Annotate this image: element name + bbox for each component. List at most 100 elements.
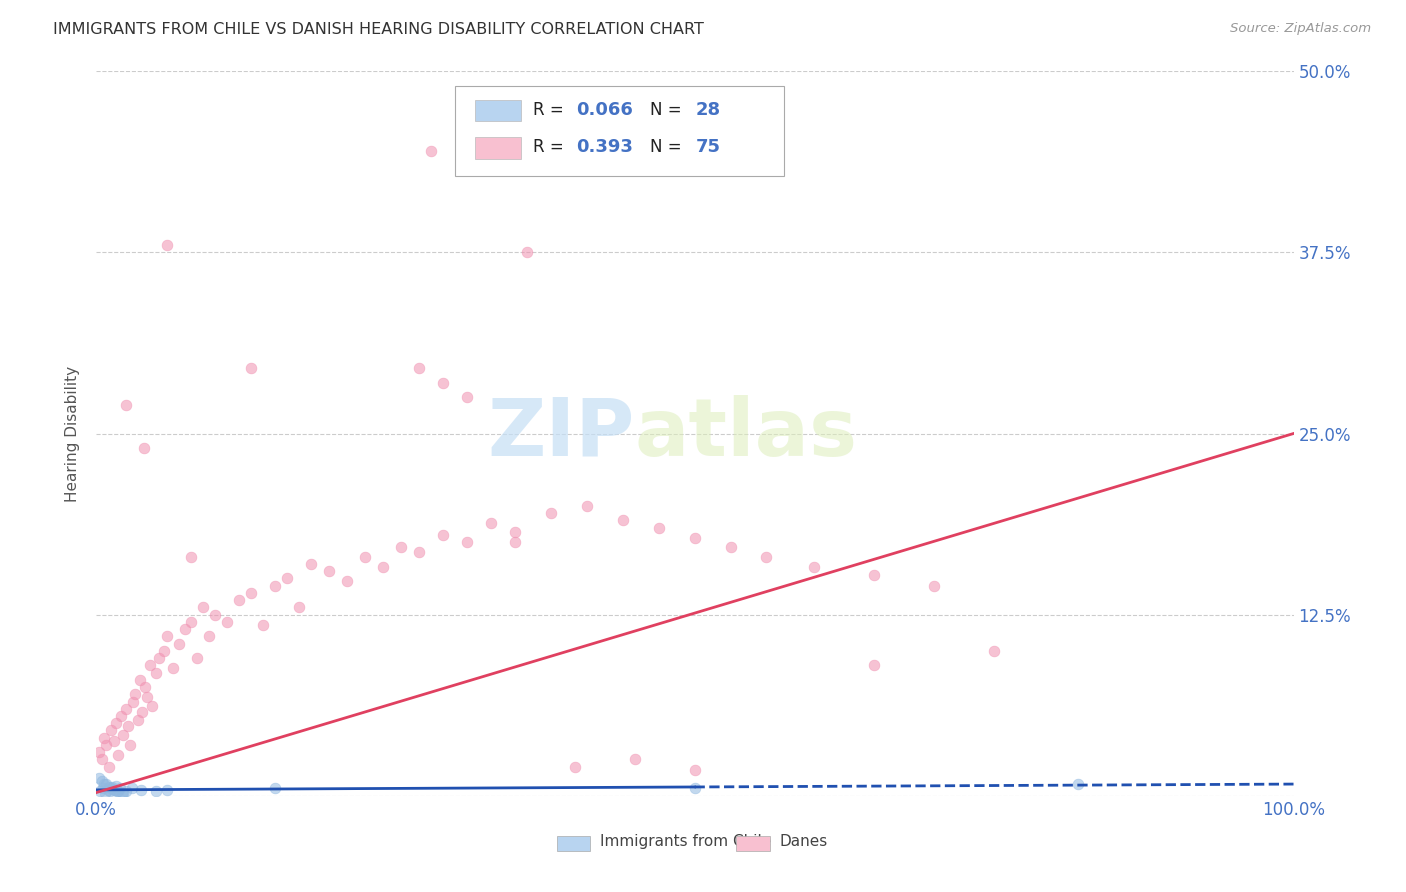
Point (162, 661, 184, 675)
Point (336, 574, 359, 589)
Point (107, 784, 129, 798)
Text: ZIP: ZIP (488, 394, 634, 473)
Point (90, 774, 112, 789)
Point (114, 784, 136, 798)
Point (252, 617, 274, 632)
Point (276, 571, 298, 585)
Point (114, 702, 136, 716)
Point (103, 783, 125, 797)
Point (288, 600, 311, 615)
Point (104, 779, 127, 793)
Point (97, 760, 120, 774)
Point (104, 716, 127, 731)
FancyBboxPatch shape (475, 100, 520, 121)
Point (371, 559, 394, 574)
Point (408, 361, 430, 376)
Text: R =: R = (533, 101, 569, 119)
Point (138, 658, 160, 673)
Point (124, 687, 146, 701)
Point (90, 752, 112, 766)
Point (148, 651, 170, 665)
Point (112, 728, 135, 742)
Point (516, 245, 538, 260)
Point (863, 658, 886, 673)
Text: atlas: atlas (634, 394, 858, 473)
Point (100, 781, 122, 796)
Point (97, 780, 120, 794)
Point (503, 535, 526, 549)
Point (107, 748, 129, 763)
Point (121, 694, 143, 708)
Point (983, 644, 1005, 658)
Point (112, 786, 135, 800)
Point (240, 586, 263, 600)
Point (408, 545, 430, 559)
Point (240, 361, 263, 376)
Point (97, 783, 120, 797)
Point (96, 777, 118, 791)
Point (89, 745, 111, 759)
Point (127, 714, 149, 728)
Text: N =: N = (650, 101, 688, 119)
Point (683, 781, 706, 796)
Point (98, 784, 121, 798)
Point (922, 579, 945, 593)
Point (93, 731, 115, 745)
Point (93, 777, 115, 791)
Point (94, 786, 117, 800)
Point (174, 622, 197, 636)
FancyBboxPatch shape (737, 836, 770, 852)
Point (132, 441, 155, 455)
Y-axis label: Hearing Disability: Hearing Disability (65, 366, 80, 501)
Point (186, 651, 208, 665)
Point (89, 772, 111, 786)
Point (432, 376, 454, 390)
Point (755, 549, 778, 564)
Point (228, 593, 250, 607)
Point (803, 559, 825, 574)
Point (1067, 777, 1090, 791)
Point (141, 698, 163, 713)
Point (264, 579, 287, 593)
Point (683, 531, 706, 545)
Point (198, 629, 221, 643)
Point (111, 786, 134, 800)
Text: IMMIGRANTS FROM CHILE VS DANISH HEARING DISABILITY CORRELATION CHART: IMMIGRANTS FROM CHILE VS DANISH HEARING … (53, 22, 704, 37)
Point (100, 723, 122, 738)
Point (264, 781, 287, 796)
Point (131, 705, 153, 719)
Point (96, 738, 118, 752)
Point (540, 506, 562, 520)
Text: Source: ZipAtlas.com: Source: ZipAtlas.com (1230, 22, 1371, 36)
Text: R =: R = (533, 138, 569, 156)
Point (180, 549, 202, 564)
Point (217, 615, 239, 629)
Text: Danes: Danes (779, 834, 828, 849)
Point (683, 763, 706, 777)
FancyBboxPatch shape (456, 86, 785, 177)
Point (136, 690, 159, 705)
Point (117, 719, 139, 733)
Text: N =: N = (650, 138, 688, 156)
Point (145, 665, 167, 680)
Point (647, 521, 669, 535)
Point (120, 738, 142, 752)
Text: 0.393: 0.393 (576, 138, 633, 156)
Point (720, 540, 742, 554)
Point (156, 783, 179, 797)
Point (101, 780, 124, 794)
Point (432, 528, 454, 542)
Point (105, 784, 128, 798)
Point (89, 784, 111, 798)
Point (104, 783, 127, 797)
Point (103, 733, 125, 747)
Point (91, 781, 114, 796)
Text: Immigrants from Chile: Immigrants from Chile (600, 834, 770, 849)
Point (389, 540, 412, 554)
Point (156, 629, 179, 643)
Point (299, 557, 322, 571)
Point (863, 568, 886, 582)
Point (623, 752, 645, 766)
Point (456, 390, 478, 404)
Text: 75: 75 (696, 138, 721, 156)
